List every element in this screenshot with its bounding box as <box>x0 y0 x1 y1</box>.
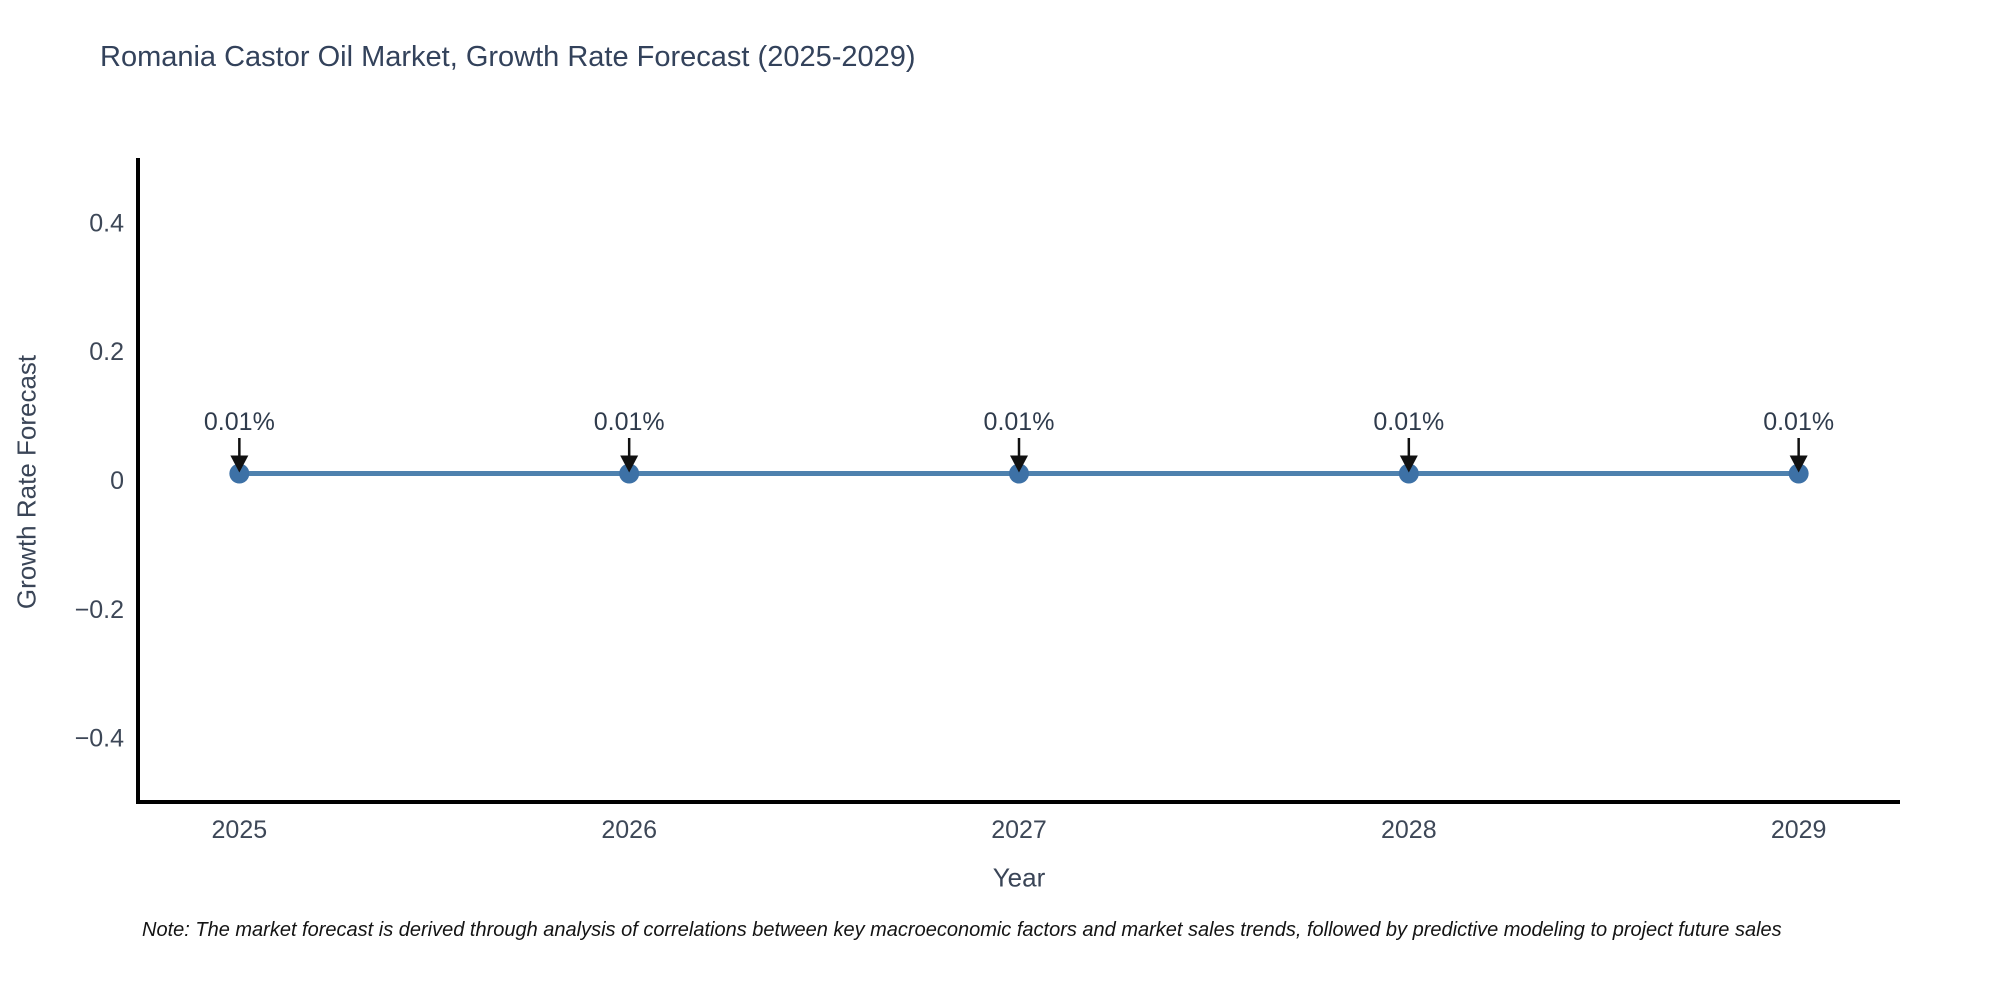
annotation-arrow-head <box>230 455 249 473</box>
annotation-arrow-head <box>620 455 639 473</box>
y-axis-title: Growth Rate Forecast <box>11 354 42 610</box>
y-tick-label: 0.4 <box>89 209 124 237</box>
data-point-marker <box>1788 463 1809 484</box>
point-value-label: 0.01% <box>204 408 275 436</box>
point-value-label: 0.01% <box>984 408 1055 436</box>
data-point-marker <box>619 463 640 484</box>
x-tick-label: 2028 <box>1381 816 1437 844</box>
chart-title: Romania Castor Oil Market, Growth Rate F… <box>100 41 916 73</box>
y-tick-label: −0.4 <box>75 725 124 753</box>
annotation-arrow-head <box>1399 455 1418 473</box>
point-value-label: 0.01% <box>594 408 665 436</box>
data-point-marker <box>229 463 250 484</box>
y-tick-label: −0.2 <box>75 596 124 624</box>
point-value-label: 0.01% <box>1373 408 1444 436</box>
x-tick-label: 2027 <box>991 816 1047 844</box>
point-value-label: 0.01% <box>1763 408 1834 436</box>
x-tick-label: 2026 <box>601 816 657 844</box>
annotation-arrow-head <box>1789 455 1808 473</box>
x-tick-label: 2025 <box>212 816 268 844</box>
x-tick-label: 2029 <box>1771 816 1827 844</box>
data-point-marker <box>1009 463 1029 484</box>
data-point-marker <box>1398 463 1419 484</box>
x-axis-title: Year <box>992 862 1046 893</box>
y-tick-label: 0.2 <box>89 338 124 366</box>
annotation-arrow-head <box>1010 455 1028 473</box>
footnote: Note: The market forecast is derived thr… <box>142 919 1782 941</box>
y-tick-label: 0 <box>110 467 124 495</box>
